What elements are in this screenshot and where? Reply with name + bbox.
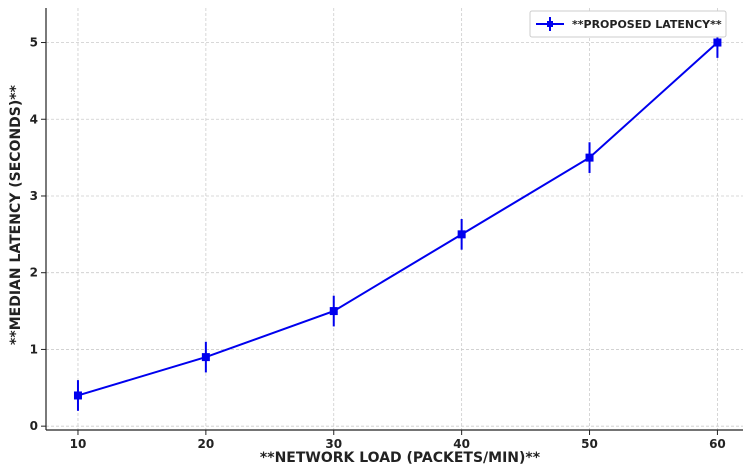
x-axis-title: **NETWORK LOAD (PACKETS/MIN)** (260, 450, 541, 466)
legend-box (529, 10, 727, 38)
legend-label: **PROPOSED LATENCY** (572, 18, 722, 31)
y-tick-label: 5 (30, 36, 38, 50)
legend: **PROPOSED LATENCY** (529, 10, 727, 38)
data-point (201, 353, 210, 362)
y-tick-label: 1 (30, 342, 38, 356)
x-tick-label: 10 (70, 437, 87, 451)
data-point (73, 391, 82, 400)
x-tick-label: 50 (581, 437, 598, 451)
axes (41, 8, 743, 435)
data-point (457, 230, 466, 239)
y-tick-label: 4 (30, 112, 38, 126)
legend-marker-sample (547, 21, 553, 27)
y-tick-label: 0 (30, 419, 38, 433)
data-point (585, 153, 594, 162)
series-layer (73, 27, 722, 411)
x-tick-label: 40 (453, 437, 470, 451)
data-point (329, 307, 338, 316)
y-tick-label: 2 (30, 266, 38, 280)
tick-labels: 10 20 30 40 50 60 0 1 2 3 4 5 (30, 36, 726, 451)
grid-lines (46, 8, 743, 430)
x-tick-label: 60 (709, 437, 726, 451)
y-axis-title: **MEDIAN LATENCY (SECONDS)** (8, 84, 24, 345)
data-point (713, 38, 722, 47)
y-tick-label: 3 (30, 189, 38, 203)
x-tick-label: 20 (198, 437, 215, 451)
series-line (77, 41, 719, 397)
x-tick-label: 30 (325, 437, 342, 451)
